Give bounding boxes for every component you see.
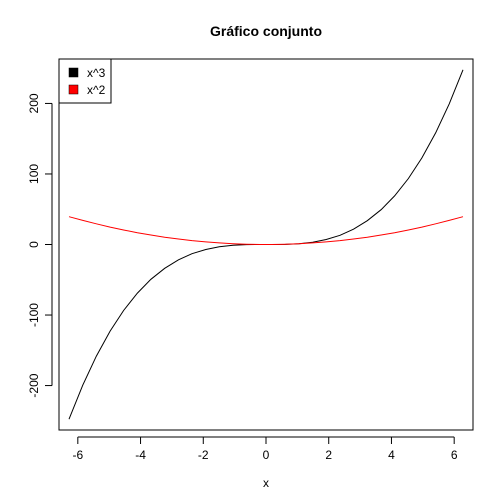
- y-tick-label: -100: [27, 303, 41, 327]
- chart-title: Gráfico conjunto: [210, 23, 322, 39]
- x-tick-label: -6: [72, 448, 83, 462]
- y-tick-label: 100: [27, 164, 41, 184]
- plot-frame: [58, 58, 474, 431]
- y-tick-label: 0: [27, 241, 41, 248]
- x-tick-label: 2: [325, 448, 332, 462]
- y-tick-label: -200: [27, 373, 41, 397]
- legend-label: x^2: [87, 83, 106, 97]
- x-axis: -6 -4 -2 0 2 4 6: [72, 436, 458, 462]
- x-tick-label: 6: [451, 448, 458, 462]
- x-tick-label: 0: [263, 448, 270, 462]
- y-axis: -200 -100 0 100 200: [27, 93, 53, 398]
- x-tick-label: -4: [135, 448, 146, 462]
- series-line-2: [68, 216, 464, 245]
- legend: x^3x^2: [58, 58, 112, 104]
- x-axis-label: x: [263, 476, 269, 490]
- series-layer: [68, 69, 464, 420]
- x-tick-label: 4: [388, 448, 395, 462]
- legend-label: x^3: [87, 66, 106, 80]
- x-tick-label: -2: [198, 448, 209, 462]
- y-tick-label: 200: [27, 93, 41, 113]
- legend-box: [58, 58, 112, 104]
- legend-swatch: [68, 84, 79, 95]
- legend-swatch: [68, 67, 79, 78]
